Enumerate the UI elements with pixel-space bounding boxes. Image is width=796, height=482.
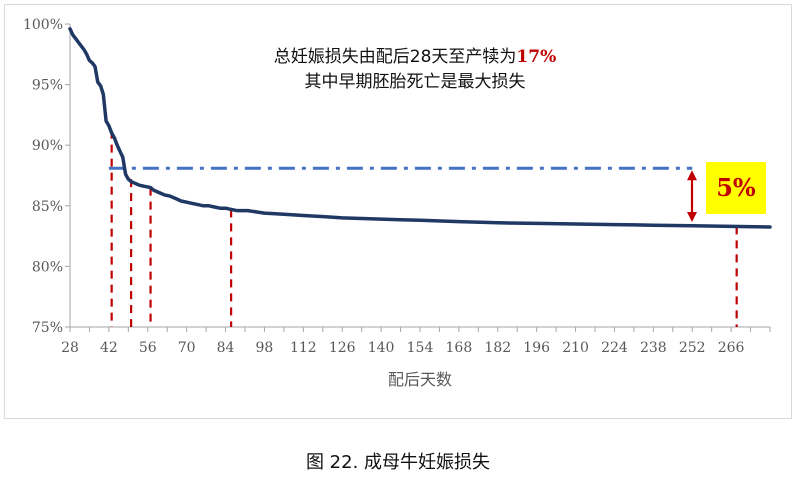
x-tick-label: 168 xyxy=(446,340,473,356)
x-tick-label: 42 xyxy=(100,340,118,356)
arrow-head-up xyxy=(687,170,697,181)
x-tick-label: 224 xyxy=(601,340,628,356)
callout-box xyxy=(706,162,766,214)
series-line xyxy=(68,27,772,229)
annotation-text: 总妊娠损失由配后28天至产犊为 xyxy=(274,47,517,67)
annotation-line: 总妊娠损失由配后28天至产犊为17% xyxy=(274,47,556,67)
x-tick-label: 252 xyxy=(679,340,706,356)
callout-label: 5% xyxy=(716,173,756,202)
annotation-highlight: 17% xyxy=(516,47,556,67)
y-tick-label: 80% xyxy=(32,259,63,275)
x-tick-label: 126 xyxy=(329,340,356,356)
x-tick-label: 112 xyxy=(290,340,317,356)
figure-caption: 图 22. 成母牛妊娠损失 xyxy=(305,452,491,473)
x-tick-label: 70 xyxy=(178,340,196,356)
annotation-line: 其中早期胚胎死亡是最大损失 xyxy=(305,72,526,92)
x-tick-label: 182 xyxy=(484,340,511,356)
x-tick-label: 84 xyxy=(217,340,235,356)
x-tick-label: 56 xyxy=(139,340,157,356)
x-tick-label: 238 xyxy=(640,340,667,356)
y-tick-label: 90% xyxy=(32,138,63,154)
x-axis-title: 配后天数 xyxy=(388,370,452,389)
y-tick-label: 75% xyxy=(32,320,63,336)
y-tick-label: 95% xyxy=(32,78,63,94)
x-tick-label: 154 xyxy=(407,340,434,356)
arrow-head-down xyxy=(687,211,697,222)
x-tick-label: 140 xyxy=(368,340,395,356)
y-tick-label: 85% xyxy=(32,199,63,215)
x-tick-label: 28 xyxy=(61,340,79,356)
x-tick-label: 98 xyxy=(256,340,274,356)
pregnancy-loss-chart: 75% 80% 85% 90% 95% 100% 28 42 56 70 84 98 112 126 140… xyxy=(23,17,772,389)
annotation-text: 其中早期胚胎死亡是最大损失 xyxy=(305,72,526,92)
x-tick-label: 196 xyxy=(523,340,550,356)
x-tick-label: 210 xyxy=(562,340,589,356)
y-tick-label: 100% xyxy=(23,17,63,33)
x-tick-label: 266 xyxy=(718,340,745,356)
chart-frame xyxy=(4,4,792,419)
